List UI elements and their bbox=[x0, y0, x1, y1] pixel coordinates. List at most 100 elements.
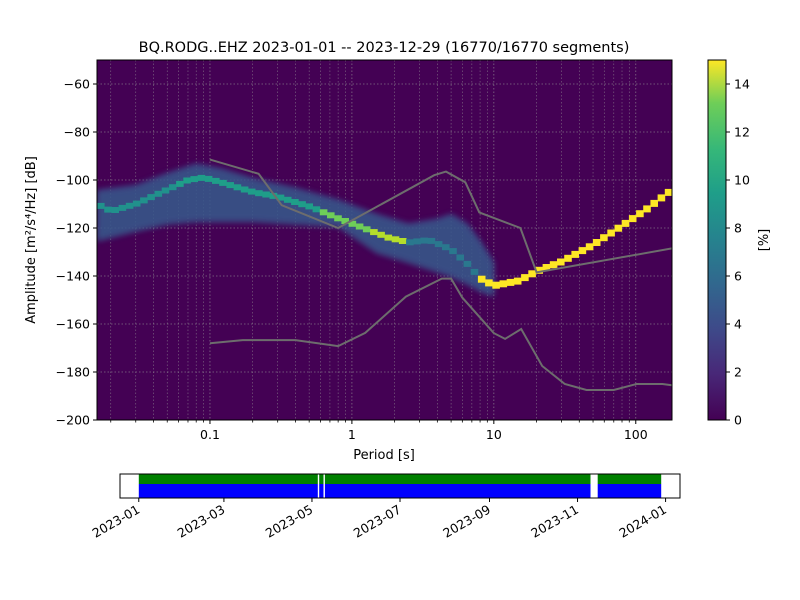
nhnm-line bbox=[209, 158, 672, 274]
y-axis: −60 −80 −100 −120 −140 −160 −180 −200 bbox=[56, 77, 97, 428]
colorbar-tick-label: 10 bbox=[734, 173, 750, 188]
mode-cell bbox=[521, 274, 529, 282]
mode-cell bbox=[118, 204, 127, 211]
mode-cell bbox=[585, 243, 594, 251]
mode-cell bbox=[542, 264, 551, 271]
coverage-tick-label: 2023-03 bbox=[175, 502, 228, 541]
x-tick-label: 10 bbox=[486, 427, 502, 442]
mode-cell bbox=[506, 278, 515, 286]
y-tick-label: −140 bbox=[56, 269, 90, 284]
mode-cell bbox=[578, 247, 587, 255]
colorbar bbox=[707, 59, 727, 421]
y-tick-label: −200 bbox=[56, 413, 90, 428]
mode-cell bbox=[636, 210, 644, 218]
processed-bar bbox=[597, 474, 662, 484]
mode-cell bbox=[528, 270, 536, 278]
mode-cell bbox=[513, 277, 522, 285]
density-spread bbox=[97, 163, 494, 298]
mode-cell bbox=[492, 281, 500, 289]
mode-cell bbox=[190, 176, 198, 183]
mode-cell bbox=[312, 206, 321, 213]
colorbar-tick-label: 2 bbox=[734, 365, 742, 380]
colorbar-ticks: 0 2 4 6 8 10 12 14 bbox=[726, 77, 750, 428]
chart-title: BQ.RODG..EHZ 2023-01-01 -- 2023-12-29 (1… bbox=[139, 40, 630, 56]
mode-cell bbox=[319, 209, 328, 216]
processed-bar bbox=[138, 474, 318, 484]
mode-cell bbox=[348, 220, 357, 227]
mode-cell bbox=[233, 184, 242, 191]
mode-cell bbox=[341, 218, 349, 224]
mode-cell bbox=[362, 226, 371, 233]
mode-cell bbox=[398, 238, 407, 244]
y-tick-label: −60 bbox=[64, 77, 90, 92]
mode-cell bbox=[125, 202, 134, 209]
x-axis-label: Period [s] bbox=[353, 448, 415, 463]
mode-cell bbox=[571, 250, 579, 258]
processed-bar bbox=[324, 474, 591, 484]
mode-cell bbox=[140, 197, 148, 204]
mode-cell bbox=[549, 261, 558, 269]
mode-cell bbox=[219, 179, 227, 186]
mode-cell bbox=[384, 234, 393, 241]
mode-cell bbox=[305, 203, 313, 210]
y-axis-label: Amplitude [m²/s⁴/Hz] [dB] bbox=[24, 156, 39, 324]
mode-cell bbox=[535, 266, 543, 274]
mode-cell bbox=[104, 206, 112, 213]
mode-cell bbox=[283, 196, 292, 203]
mode-cell bbox=[161, 187, 170, 194]
mode-cell bbox=[614, 224, 623, 232]
mode-cell bbox=[470, 268, 479, 275]
mode-cell bbox=[147, 194, 155, 201]
mode-cell bbox=[485, 279, 493, 287]
colorbar-tick-label: 8 bbox=[734, 221, 742, 236]
colorbar-label: [%] bbox=[757, 229, 772, 252]
mode-cell bbox=[442, 244, 450, 251]
coverage-bar bbox=[324, 484, 591, 498]
x-tick-label: 100 bbox=[624, 427, 648, 442]
mode-cell bbox=[406, 239, 414, 246]
plot-frame bbox=[96, 59, 673, 421]
coverage-tick-label: 2023-05 bbox=[263, 502, 316, 541]
mode-cell bbox=[664, 188, 672, 196]
mode-cell bbox=[247, 188, 256, 195]
mode-cell bbox=[413, 238, 421, 245]
mode-cell bbox=[355, 223, 364, 230]
y-tick-label: −80 bbox=[64, 125, 90, 140]
coverage-bar bbox=[138, 484, 318, 498]
mode-cell bbox=[291, 199, 299, 205]
mode-cell bbox=[269, 192, 278, 199]
x-tick-label: 1 bbox=[348, 427, 356, 442]
colorbar-tick-label: 14 bbox=[734, 77, 750, 92]
mode-cell bbox=[427, 237, 436, 244]
mode-cell bbox=[255, 190, 263, 197]
mode-cell bbox=[600, 234, 608, 242]
coverage-tick-label: 2023-01 bbox=[90, 502, 143, 541]
y-tick-label: −120 bbox=[56, 221, 90, 236]
colorbar-tick-label: 4 bbox=[734, 317, 742, 332]
mode-cell bbox=[298, 201, 306, 208]
coverage-bars bbox=[138, 474, 662, 498]
mode-cell bbox=[226, 182, 234, 189]
mode-cell bbox=[183, 177, 191, 184]
mode-cell bbox=[97, 202, 105, 209]
mode-cell bbox=[334, 215, 342, 222]
y-tick-label: −180 bbox=[56, 365, 90, 380]
colorbar-tick-label: 12 bbox=[734, 125, 750, 140]
grid bbox=[97, 60, 672, 420]
mode-cell bbox=[657, 194, 666, 202]
noise-models bbox=[209, 158, 672, 391]
coverage-bar bbox=[319, 484, 324, 498]
x-tick-label: 0.1 bbox=[200, 427, 220, 442]
mode-cell bbox=[276, 194, 285, 201]
mode-cell bbox=[168, 184, 177, 191]
colorbar-tick-label: 0 bbox=[734, 413, 742, 428]
mode-cell bbox=[477, 275, 486, 283]
mode-cell bbox=[111, 207, 119, 213]
mode-cell bbox=[434, 241, 443, 248]
plot-content bbox=[97, 60, 672, 420]
y-tick-label: −100 bbox=[56, 173, 90, 188]
mode-cell bbox=[240, 186, 249, 193]
mode-cell bbox=[197, 174, 206, 181]
density-mode bbox=[97, 174, 672, 289]
